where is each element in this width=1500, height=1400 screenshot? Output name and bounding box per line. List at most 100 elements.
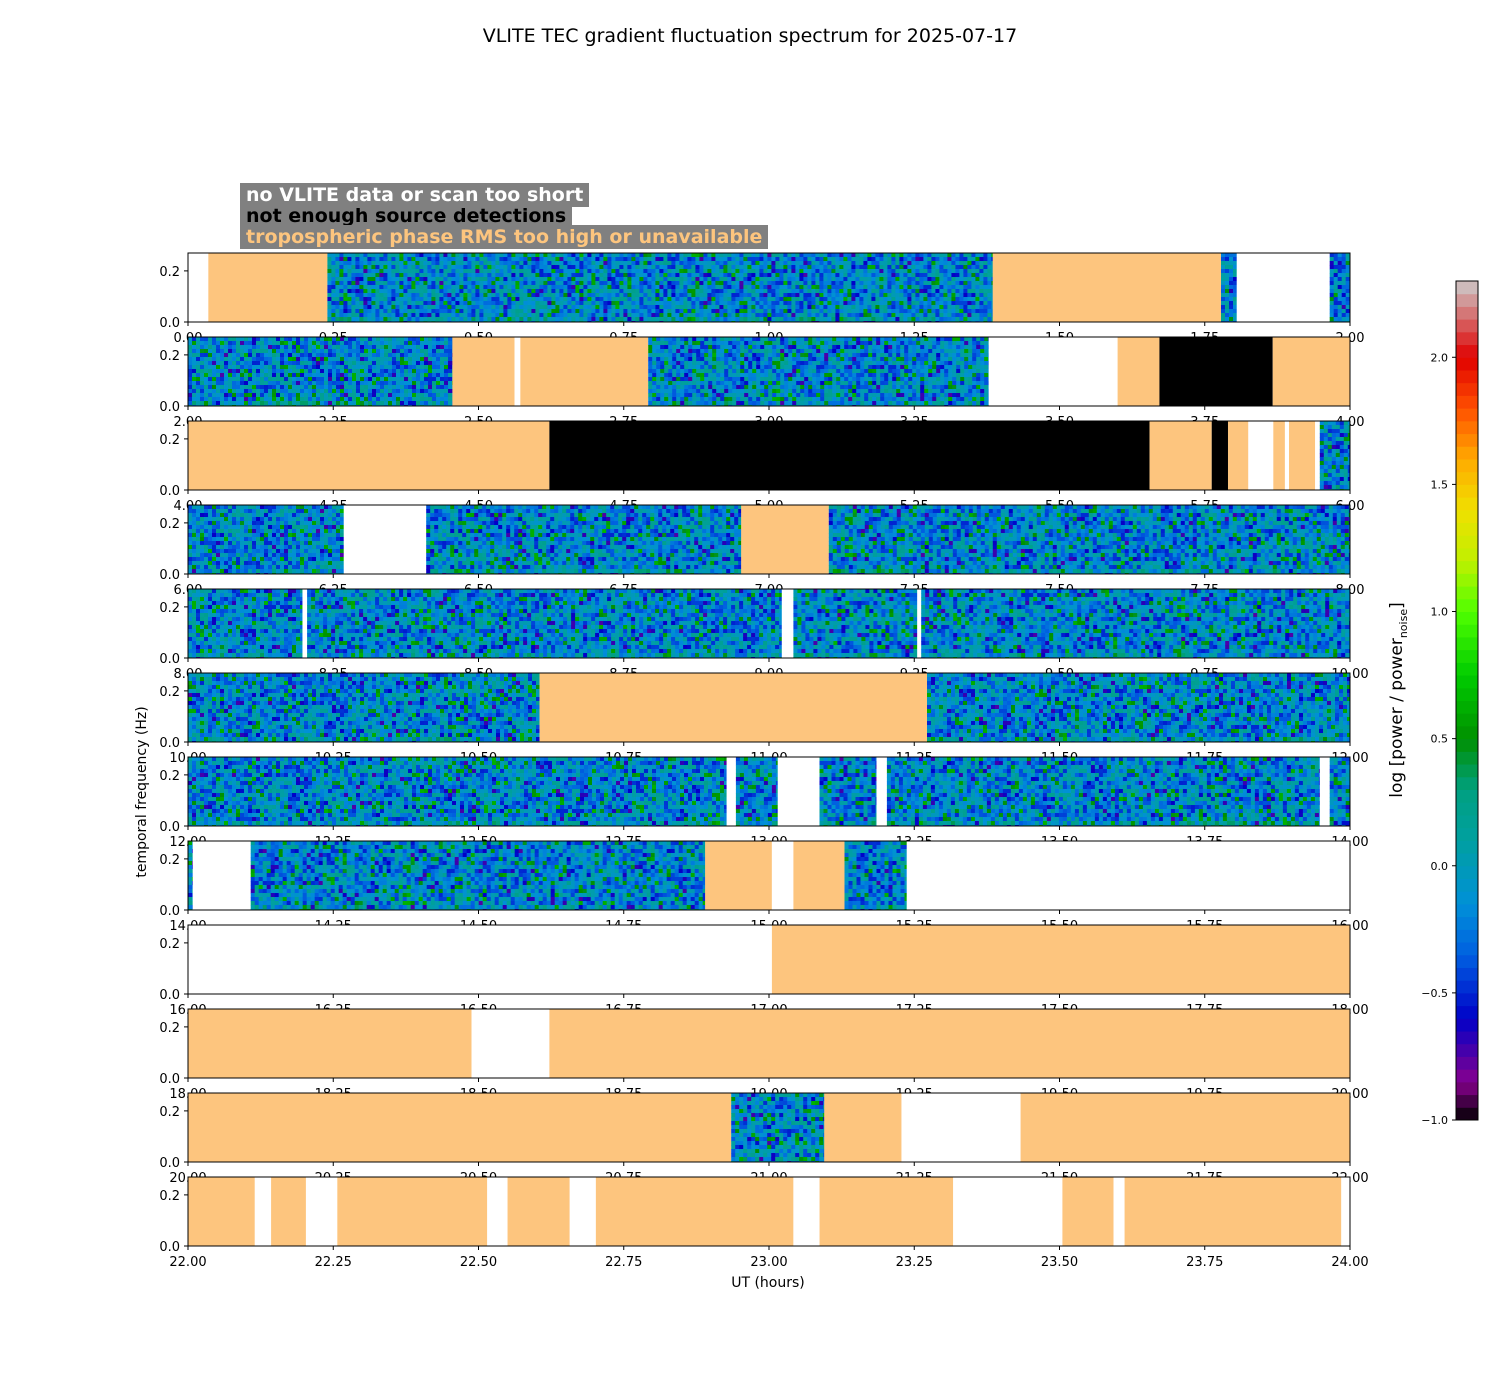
- spectrum-cell: [691, 285, 695, 289]
- spectrum-cell: [983, 253, 987, 257]
- spectrum-cell: [619, 277, 623, 281]
- spectrum-cell: [436, 341, 440, 345]
- spectrum-cell: [712, 365, 716, 369]
- spectrum-cell: [240, 369, 244, 373]
- spectrum-cell: [839, 305, 843, 309]
- spectrum-cell: [631, 257, 635, 261]
- spectrum-cell: [312, 337, 316, 341]
- spectrum-cell: [663, 265, 667, 269]
- spectrum-cell: [764, 337, 768, 341]
- spectrum-cell: [676, 393, 680, 397]
- spectrum-cell: [475, 253, 479, 257]
- spectrum-cell: [679, 265, 683, 269]
- spectrum-cell: [607, 313, 611, 317]
- spectrum-cell: [571, 273, 575, 277]
- spectrum-cell: [748, 369, 752, 373]
- spectrum-cell: [344, 357, 348, 361]
- spectrum-cell: [735, 269, 739, 273]
- spectrum-cell: [987, 309, 991, 313]
- spectrum-cell: [931, 309, 935, 313]
- spectrum-cell: [420, 373, 424, 377]
- spectrum-cell: [843, 265, 847, 269]
- spectrum-cell: [647, 301, 651, 305]
- spectrum-cell: [791, 281, 795, 285]
- spectrum-cell: [212, 365, 216, 369]
- spectrum-cell: [732, 349, 736, 353]
- spectrum-cell: [507, 313, 511, 317]
- spectrum-cell: [272, 377, 276, 381]
- spectrum-cell: [919, 265, 923, 269]
- spectrum-cell: [368, 357, 372, 361]
- spectrum-cell: [775, 257, 779, 261]
- spectrum-cell: [1334, 317, 1338, 321]
- spectrum-cell: [355, 289, 359, 293]
- spectrum-cell: [495, 285, 499, 289]
- spectrum-cell: [411, 281, 415, 285]
- spectrum-cell: [835, 257, 839, 261]
- spectrum-cell: [447, 281, 451, 285]
- spectrum-cell: [240, 397, 244, 401]
- spectrum-cell: [591, 257, 595, 261]
- spectrum-cell: [256, 341, 260, 345]
- spectrum-cell: [248, 385, 252, 389]
- spectrum-cell: [384, 401, 388, 405]
- spectrum-cell: [683, 297, 687, 301]
- spectrum-cell: [651, 257, 655, 261]
- spectrum-cell: [535, 313, 539, 317]
- spectrum-cell: [631, 317, 635, 321]
- spectrum-cell: [503, 265, 507, 269]
- spectrum-cell: [328, 401, 332, 405]
- spectrum-cell: [655, 273, 659, 277]
- spectrum-cell: [611, 289, 615, 293]
- spectrum-cell: [684, 337, 688, 341]
- spectrum-cell: [595, 277, 599, 281]
- spectrum-cell: [947, 273, 951, 277]
- spectrum-cell: [559, 281, 563, 285]
- spectrum-cell: [495, 313, 499, 317]
- spectrum-cell: [431, 269, 435, 273]
- spectrum-cell: [775, 269, 779, 273]
- spectrum-cell: [752, 401, 756, 405]
- spectrum-cell: [567, 309, 571, 313]
- spectrum-cell: [731, 257, 735, 261]
- spectrum-cell: [659, 281, 663, 285]
- spectrum-cell: [423, 289, 427, 293]
- spectrum-cell: [855, 273, 859, 277]
- spectrum-cell: [667, 285, 671, 289]
- spectrum-cell: [867, 289, 871, 293]
- spectrum-cell: [272, 385, 276, 389]
- spectrum-cell: [1221, 261, 1225, 265]
- spectrum-cell: [1346, 289, 1350, 293]
- spectrum-cell: [499, 281, 503, 285]
- spectrum-cell: [495, 269, 499, 273]
- spectrum-cell: [679, 261, 683, 265]
- spectrum-cell: [483, 317, 487, 321]
- spectrum-cell: [459, 301, 463, 305]
- spectrum-cell: [823, 301, 827, 305]
- spectrum-cell: [787, 269, 791, 273]
- spectrum-cell: [571, 269, 575, 273]
- spectrum-cell: [531, 265, 535, 269]
- spectrum-cell: [723, 273, 727, 277]
- spectrum-cell: [296, 401, 300, 405]
- spectrum-cell: [471, 313, 475, 317]
- spectrum-cell: [411, 313, 415, 317]
- spectrum-cell: [744, 357, 748, 361]
- spectrum-cell: [1330, 289, 1334, 293]
- spectrum-cell: [951, 257, 955, 261]
- spectrum-cell: [383, 281, 387, 285]
- spectrum-cell: [683, 265, 687, 269]
- spectrum-cell: [639, 285, 643, 289]
- spectrum-cell: [1330, 269, 1334, 273]
- spectrum-cell: [1225, 261, 1229, 265]
- spectrum-cell: [615, 305, 619, 309]
- spectrum-cell: [1225, 277, 1229, 281]
- spectrum-cell: [444, 353, 448, 357]
- spectrum-cell: [300, 357, 304, 361]
- spectrum-cell: [551, 281, 555, 285]
- spectrum-cell: [475, 289, 479, 293]
- spectrum-cell: [687, 285, 691, 289]
- spectrum-cell: [204, 401, 208, 405]
- spectrum-cell: [412, 365, 416, 369]
- spectrum-cell: [523, 305, 527, 309]
